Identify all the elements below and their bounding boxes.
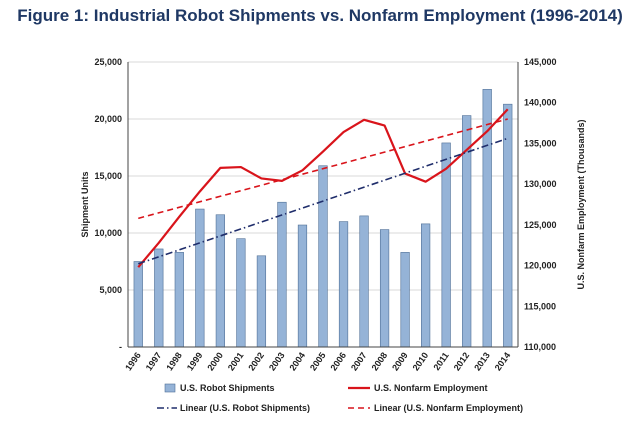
y2-tick-label: 120,000 bbox=[524, 261, 557, 271]
trend-line-employment bbox=[138, 118, 508, 220]
x-tick-label: 2007 bbox=[349, 350, 369, 372]
bar bbox=[236, 238, 246, 348]
y-tick-label: 25,000 bbox=[94, 57, 122, 67]
legend-label-shipments: U.S. Robot Shipments bbox=[180, 383, 275, 393]
bar bbox=[256, 255, 267, 348]
x-tick-label: 1999 bbox=[185, 350, 205, 372]
x-tick-label: 2012 bbox=[452, 350, 472, 372]
x-tick-label: 2001 bbox=[226, 350, 246, 372]
x-tick-label: 2005 bbox=[308, 350, 328, 372]
bar bbox=[359, 215, 369, 348]
y-tick-label: 5,000 bbox=[99, 285, 122, 295]
x-tick-label: 2009 bbox=[390, 350, 410, 372]
legend-swatch-shipments bbox=[164, 383, 176, 393]
x-tick-label: 2000 bbox=[205, 350, 225, 372]
y-tick-label: 15,000 bbox=[94, 171, 122, 181]
y2-tick-label: 110,000 bbox=[524, 342, 556, 352]
bar bbox=[133, 261, 143, 348]
bar bbox=[338, 221, 349, 348]
chart-title: Figure 1: Industrial Robot Shipments vs.… bbox=[17, 6, 623, 25]
legend-label-employment: U.S. Nonfarm Employment bbox=[374, 383, 488, 393]
bar bbox=[318, 165, 328, 348]
legend-label-trend-shipments: Linear (U.S. Robot Shipments) bbox=[180, 403, 310, 413]
bar bbox=[174, 252, 184, 348]
bar bbox=[277, 201, 287, 348]
x-tick-label: 1996 bbox=[123, 350, 143, 372]
x-tick-label: 1997 bbox=[144, 350, 164, 372]
y-tick-label: - bbox=[119, 342, 122, 352]
bar bbox=[379, 229, 390, 348]
x-tick-label: 2014 bbox=[493, 350, 513, 372]
x-tick-label: 2004 bbox=[287, 350, 307, 372]
x-tick-label: 2006 bbox=[328, 350, 348, 372]
x-tick-label: 2008 bbox=[370, 350, 390, 372]
x-tick-label: 2002 bbox=[246, 350, 266, 372]
x-tick-label: 2010 bbox=[411, 350, 431, 372]
x-tick-label: 2011 bbox=[431, 350, 450, 372]
x-tick-label: 1998 bbox=[164, 350, 184, 372]
trend-line-shipments bbox=[138, 137, 508, 265]
y2-axis-title: U.S. Nonfarm Employment (Thousands) bbox=[576, 119, 586, 289]
y-axis-title: Shipment Units bbox=[80, 171, 90, 237]
y2-tick-label: 135,000 bbox=[524, 138, 557, 148]
y2-tick-label: 115,000 bbox=[524, 301, 556, 311]
series-line-employment bbox=[137, 108, 509, 268]
bar bbox=[297, 224, 308, 348]
bar bbox=[421, 223, 431, 348]
bar bbox=[400, 252, 410, 348]
y-tick-label: 10,000 bbox=[94, 228, 122, 238]
bar bbox=[503, 103, 513, 348]
y-tick-label: 20,000 bbox=[94, 114, 122, 124]
x-tick-label: 2003 bbox=[267, 350, 287, 372]
y2-tick-label: 125,000 bbox=[524, 220, 557, 230]
y2-tick-label: 145,000 bbox=[524, 57, 557, 67]
legend-label-trend-employment: Linear (U.S. Nonfarm Employment) bbox=[374, 403, 523, 413]
bar bbox=[154, 248, 164, 348]
bar bbox=[441, 142, 451, 348]
bar bbox=[195, 208, 205, 348]
y2-tick-label: 140,000 bbox=[524, 98, 557, 108]
x-tick-label: 2013 bbox=[472, 350, 492, 372]
y2-tick-label: 130,000 bbox=[524, 179, 557, 189]
